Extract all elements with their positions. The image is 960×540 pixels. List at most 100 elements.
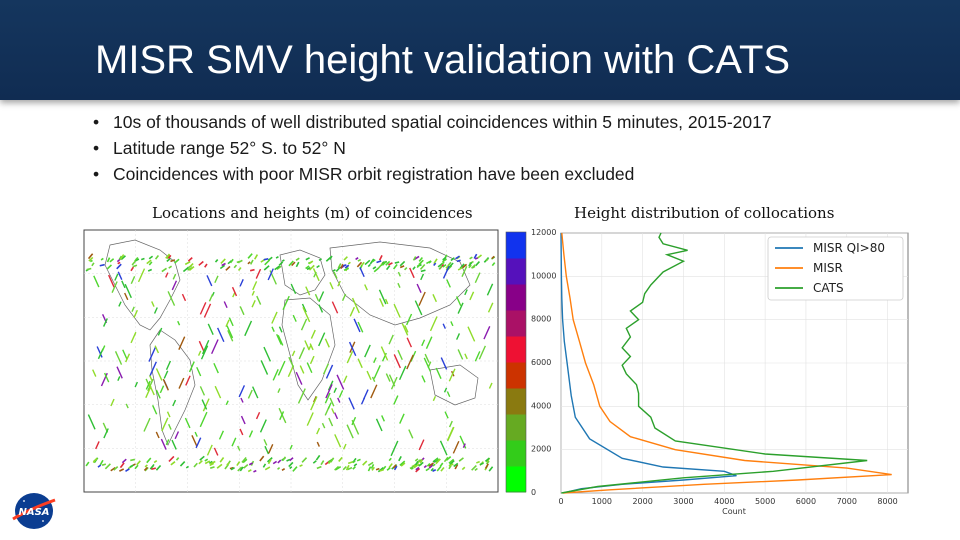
coincidence-band-mark [276, 265, 282, 270]
colorbar-segment [506, 440, 526, 467]
coincidence-band-mark [355, 257, 359, 261]
coincidence-band-mark [343, 256, 348, 261]
coincidence-band-mark [373, 267, 380, 273]
coincidence-band-mark [225, 265, 231, 271]
coincidence-track [370, 384, 378, 399]
coincidence-band-mark [399, 460, 406, 467]
coincidence-track [405, 313, 413, 326]
coincidence-band-mark [208, 460, 213, 464]
coincidence-band-mark [143, 466, 148, 472]
coincidence-band-mark [216, 463, 223, 469]
colorbar-segment [506, 310, 526, 337]
coincidence-track [124, 283, 132, 299]
coincidence-band-mark [85, 461, 90, 467]
coincidence-track [353, 318, 361, 333]
bullet-text: Coincidences with poor MISR orbit regist… [113, 164, 635, 184]
coincidence-track [155, 431, 160, 439]
colorbar-segment [506, 466, 526, 493]
coincidence-band-mark [99, 263, 105, 267]
coincidence-track [486, 283, 494, 296]
coincidence-band-mark [458, 457, 464, 462]
coincidence-band-mark [305, 257, 310, 261]
coincidence-band-mark [131, 260, 137, 266]
coincidence-band-mark [263, 257, 269, 261]
coincidence-track [300, 318, 308, 331]
coincidence-band-mark [308, 264, 315, 271]
coincidence-track [277, 388, 281, 393]
coincidence-band-mark [272, 460, 278, 465]
coincidence-band-mark [320, 460, 325, 466]
coincidence-track [483, 326, 491, 340]
coincidence-band-mark [413, 463, 420, 469]
coincidence-band-mark [165, 253, 171, 259]
coincidence-track [111, 281, 118, 293]
coincidence-band-mark [439, 462, 444, 467]
coincidence-track [96, 346, 103, 358]
coincidence-track [116, 366, 123, 379]
coincidence-band-mark [184, 260, 191, 266]
world-map [83, 229, 499, 493]
colorbar-segment [506, 284, 526, 311]
coincidence-band-mark [485, 258, 489, 262]
coincidence-band-mark [226, 462, 230, 466]
coincidence-track [178, 336, 186, 350]
coincidence-band-mark [247, 261, 251, 265]
coincidence-band-mark [237, 267, 242, 272]
coincidence-track [346, 424, 354, 439]
coincidence-band-mark [247, 469, 252, 473]
nasa-logo-swoosh [12, 498, 56, 521]
x-tick-label: 2000 [632, 497, 652, 506]
coincidence-band-mark [476, 460, 480, 464]
x-tick-labels: 0 1000 2000 3000 4000 5000 6000 7000 8000 [558, 497, 897, 506]
coincidence-track [297, 388, 306, 404]
coincidence-track [145, 380, 151, 390]
coincidence-track [379, 298, 384, 307]
coincidence-track [259, 419, 267, 433]
coincidence-band-mark [475, 261, 481, 267]
coincidence-band-mark [415, 466, 420, 471]
coincidence-band-mark [281, 468, 286, 472]
coincidence-band-mark [432, 469, 437, 472]
coincidence-band-mark [189, 262, 194, 268]
coincidence-track [325, 384, 333, 399]
coincidence-band-mark [318, 258, 323, 261]
coincidence-band-mark [233, 264, 238, 269]
coincidence-track [264, 445, 270, 455]
coincidence-track [214, 385, 222, 399]
coincidence-band-mark [144, 464, 148, 468]
coincidence-track [304, 340, 310, 350]
coincidence-band-mark [161, 267, 167, 273]
coincidence-band-mark [220, 258, 226, 265]
coincidence-band-mark [343, 267, 350, 271]
colorbar-segment [506, 388, 526, 415]
coincidence-track [117, 376, 121, 381]
coincidence-track [154, 345, 160, 354]
coincidence-track [279, 411, 285, 421]
coincidence-band-mark [448, 465, 452, 470]
coincidence-band-mark [445, 265, 450, 269]
coincidence-track [375, 418, 383, 432]
colorbar-tick-label: 8000 [531, 315, 551, 324]
coincidence-band-mark [104, 463, 111, 470]
coincidence-track [455, 296, 462, 307]
coincidence-track [292, 314, 297, 322]
coincidence-band-mark [364, 259, 371, 266]
height-distribution-chart: 0 1000 2000 3000 4000 5000 6000 7000 8000 Count … [558, 232, 909, 516]
coincidence-band-mark [476, 254, 483, 259]
coincidence-band-mark [277, 467, 281, 470]
coincidence-track [444, 411, 449, 419]
coincidence-track [298, 347, 306, 360]
coincidence-band-mark [259, 455, 265, 462]
coincidence-track [213, 362, 219, 374]
coincidence-band-mark [219, 264, 226, 270]
coincidence-band-mark [236, 461, 241, 466]
coincidence-band-mark [117, 261, 121, 265]
coincidence-track [393, 395, 399, 405]
coincidence-track [114, 273, 119, 281]
coincidence-band-mark [88, 256, 94, 262]
coincidence-band-mark [388, 463, 393, 469]
coincidence-band-mark [263, 265, 270, 271]
coincidence-band-mark [356, 261, 363, 268]
coincidence-track [316, 427, 321, 435]
coincidence-track [425, 336, 433, 350]
